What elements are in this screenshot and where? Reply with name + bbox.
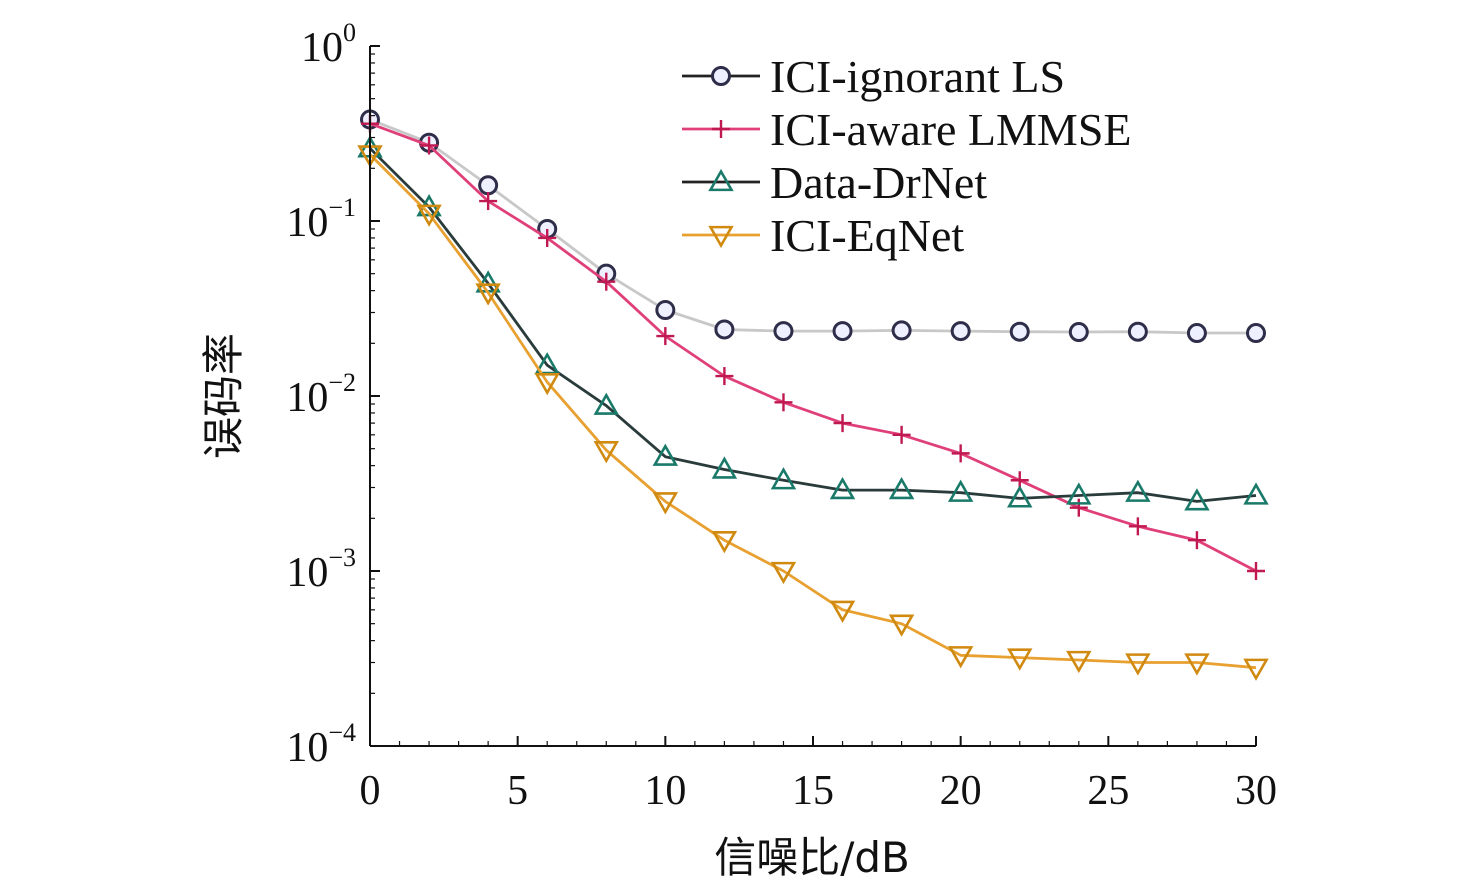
legend-label: ICI-ignorant LS <box>770 51 1065 102</box>
data-point <box>833 414 852 433</box>
data-point <box>1247 562 1265 580</box>
data-point <box>479 192 498 211</box>
data-point <box>534 372 560 396</box>
data-point <box>1186 323 1207 344</box>
x-axis-title: 信噪比/dB <box>714 833 910 882</box>
axes: 0 5 10 15 20 25 30 100 10−1 10−2 10−3 10−4 <box>286 18 1277 814</box>
data-point <box>478 175 499 196</box>
data-point <box>891 320 912 341</box>
legend-entry-2: ICI-aware LMMSE <box>682 104 1132 155</box>
data-point <box>1184 653 1210 676</box>
data-point <box>652 492 679 515</box>
legend-marker <box>708 225 734 249</box>
series-1 <box>360 109 1266 344</box>
data-point <box>947 646 974 669</box>
data-point <box>1184 488 1210 511</box>
series-line <box>369 122 1257 573</box>
y-tick-label: 100 <box>301 18 356 71</box>
data-point <box>1125 479 1151 502</box>
data-point <box>770 467 797 490</box>
legend-marker <box>712 120 730 138</box>
data-point <box>1243 482 1269 505</box>
data-point <box>1006 648 1033 671</box>
data-point <box>711 456 738 479</box>
legend-marker <box>708 168 734 192</box>
data-point <box>1006 485 1033 508</box>
y-tick-label: 10−3 <box>286 543 356 596</box>
data-point <box>832 321 853 342</box>
data-point <box>1009 321 1030 342</box>
data-point <box>652 443 679 466</box>
data-point <box>1127 321 1148 342</box>
plot-marks <box>357 109 1269 681</box>
series-line <box>369 153 1257 670</box>
data-point <box>888 614 915 637</box>
y-tick-label: 10−2 <box>286 368 356 421</box>
data-point <box>1125 653 1151 676</box>
data-point <box>655 300 676 321</box>
x-tick-label: 20 <box>940 768 982 814</box>
data-point <box>950 321 971 342</box>
data-point <box>656 327 675 346</box>
series-line <box>369 118 1256 335</box>
y-tick-label: 10−4 <box>286 718 356 771</box>
data-point <box>1066 650 1092 674</box>
data-point <box>888 476 915 500</box>
x-tick-label: 0 <box>360 768 381 814</box>
data-point <box>947 479 974 502</box>
data-point <box>1068 322 1089 343</box>
legend-marker <box>711 66 731 86</box>
series-line <box>369 147 1257 503</box>
legend-label: Data-DrNet <box>770 157 987 208</box>
data-point <box>715 367 734 386</box>
x-tick-label: 10 <box>644 768 686 814</box>
legend-entry-1: ICI-ignorant LS <box>682 51 1065 102</box>
data-point <box>711 531 738 554</box>
data-point <box>1187 531 1206 550</box>
x-tick-label: 5 <box>507 768 528 814</box>
legend-label: ICI-aware LMMSE <box>770 104 1132 155</box>
data-point <box>475 283 501 306</box>
data-point <box>593 392 620 415</box>
data-point <box>597 272 616 291</box>
data-point <box>892 425 911 444</box>
data-point <box>1246 323 1266 344</box>
x-tick-label: 30 <box>1235 768 1277 814</box>
data-point <box>420 136 439 155</box>
data-point <box>829 600 856 623</box>
x-tick-label: 25 <box>1087 768 1129 814</box>
y-axis-title: 误码率 <box>199 333 248 459</box>
legend-entry-3: Data-DrNet <box>682 157 987 208</box>
data-point <box>951 444 970 463</box>
data-point <box>1066 482 1092 505</box>
data-point <box>770 561 797 585</box>
data-point <box>714 319 735 340</box>
data-point <box>538 228 557 247</box>
data-point <box>1243 658 1269 681</box>
legend-label: ICI-EqNet <box>770 210 964 261</box>
data-point <box>1128 517 1147 536</box>
y-tick-label: 10−1 <box>286 193 356 246</box>
data-point <box>1069 498 1088 517</box>
data-point <box>416 204 442 227</box>
data-point <box>773 321 794 342</box>
data-point <box>829 476 856 500</box>
data-point <box>593 441 620 464</box>
legend-entry-4: ICI-EqNet <box>682 210 964 261</box>
x-tick-label: 15 <box>792 768 834 814</box>
data-point <box>774 393 793 412</box>
